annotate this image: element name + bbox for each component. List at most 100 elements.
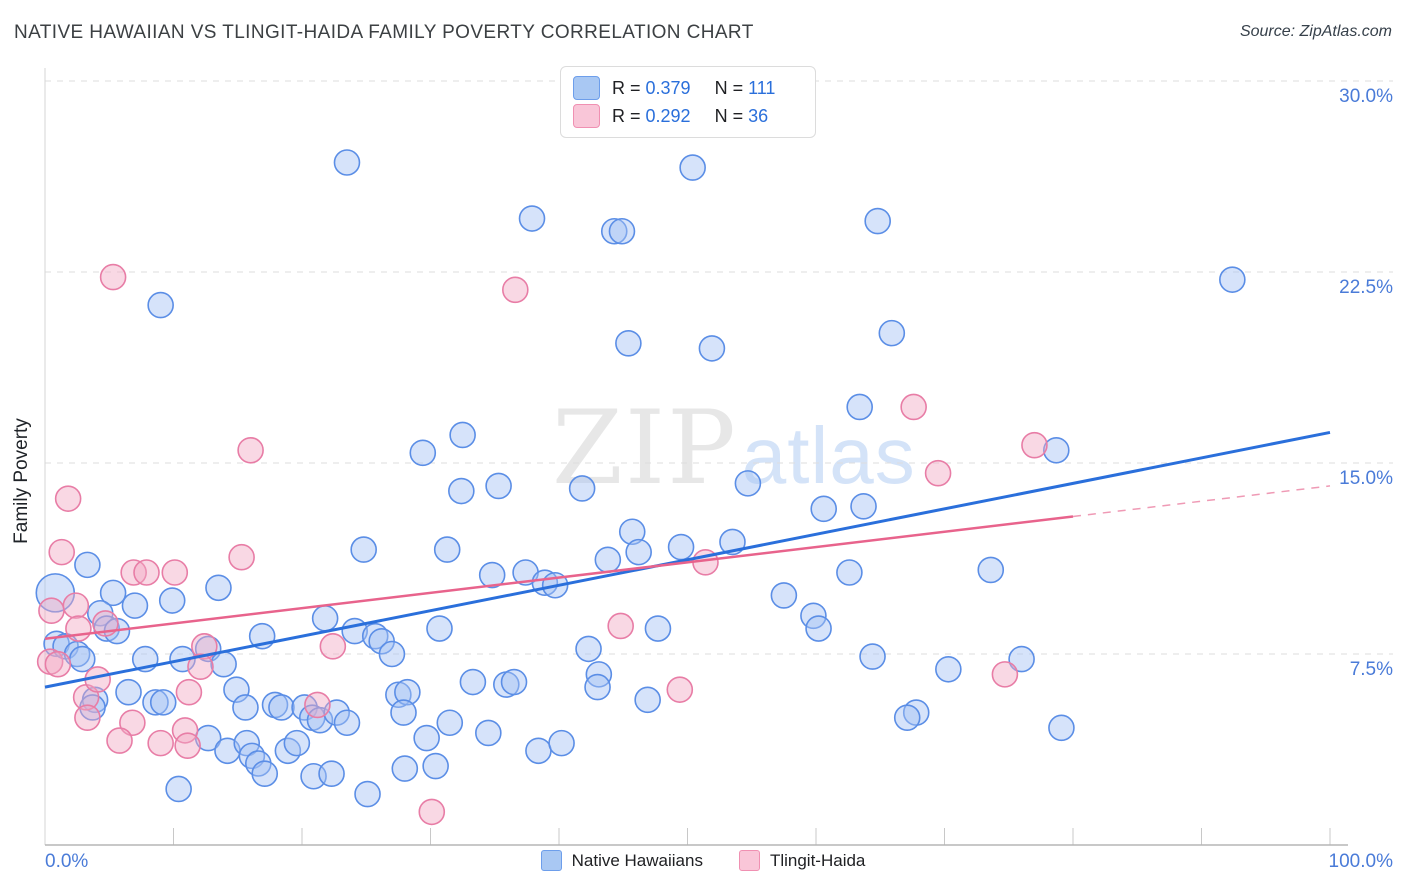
data-point-blue[interactable] (518, 205, 546, 232)
data-point-blue[interactable] (618, 518, 646, 546)
data-point-blue[interactable] (311, 605, 339, 632)
data-point-blue[interactable] (1008, 645, 1035, 673)
data-point-pink[interactable] (666, 676, 694, 703)
data-point-blue[interactable] (147, 291, 174, 319)
data-point-blue[interactable] (99, 579, 127, 607)
data-point-blue[interactable] (594, 546, 622, 574)
data-point-blue[interactable] (805, 615, 832, 642)
data-point-blue[interactable] (878, 319, 906, 347)
data-point-blue[interactable] (142, 689, 169, 716)
data-point-pink[interactable] (991, 661, 1019, 688)
data-point-blue[interactable] (734, 470, 762, 497)
data-point-blue[interactable] (354, 780, 381, 808)
data-point-blue[interactable] (1042, 436, 1070, 464)
data-point-pink[interactable] (191, 633, 218, 660)
data-point-blue[interactable] (634, 686, 661, 714)
data-point-pink[interactable] (174, 732, 201, 759)
data-point-blue[interactable] (350, 536, 377, 563)
data-point-blue[interactable] (475, 719, 502, 747)
data-point-blue[interactable] (283, 729, 311, 757)
data-point-pink[interactable] (175, 678, 203, 706)
data-point-pink[interactable] (147, 729, 174, 757)
data-point-pink[interactable] (187, 653, 214, 681)
data-point-blue[interactable] (318, 760, 345, 787)
data-point-blue[interactable] (667, 533, 695, 561)
data-point-blue[interactable] (115, 678, 142, 706)
data-point-pink[interactable] (106, 727, 133, 754)
data-point-pink[interactable] (924, 459, 952, 487)
data-point-blue[interactable] (977, 556, 1005, 584)
data-point-blue[interactable] (251, 760, 279, 787)
data-point-blue[interactable] (644, 615, 672, 642)
data-point-pink[interactable] (54, 485, 82, 512)
data-point-blue[interactable] (121, 592, 149, 619)
data-point-pink[interactable] (62, 592, 90, 619)
data-point-blue[interactable] (68, 645, 96, 673)
legend-item-tlingit-haida[interactable]: Tlingit-Haida (738, 850, 865, 871)
data-point-blue[interactable] (448, 477, 475, 505)
data-point-blue[interactable] (600, 217, 628, 245)
data-point-blue[interactable] (268, 694, 295, 721)
data-point-blue[interactable] (413, 724, 440, 752)
data-point-blue[interactable] (205, 574, 232, 602)
data-point-pink[interactable] (418, 798, 446, 826)
data-point-blue[interactable] (485, 472, 512, 500)
data-point-blue[interactable] (210, 650, 237, 678)
data-point-blue[interactable] (850, 492, 877, 520)
data-point-blue[interactable] (333, 709, 361, 737)
data-point-blue[interactable] (1048, 714, 1075, 742)
stats-legend-row-native-hawaiians[interactable]: R = 0.379 N = 111 (573, 75, 801, 101)
data-point-blue[interactable] (625, 538, 652, 566)
legend-item-native-hawaiians[interactable]: Native Hawaiians (540, 850, 703, 871)
data-point-pink[interactable] (44, 650, 72, 678)
data-point-pink[interactable] (228, 543, 255, 571)
data-point-blue[interactable] (409, 439, 437, 467)
data-point-pink[interactable] (237, 436, 264, 464)
data-point-blue[interactable] (390, 699, 417, 726)
data-point-blue[interactable] (459, 668, 487, 696)
data-point-blue[interactable] (548, 729, 575, 757)
data-point-blue[interactable] (391, 755, 419, 782)
data-point-blue[interactable] (575, 635, 602, 663)
data-point-pink[interactable] (1021, 431, 1048, 459)
data-point-blue[interactable] (864, 207, 891, 235)
data-point-blue[interactable] (698, 335, 726, 362)
data-point-blue[interactable] (378, 640, 406, 668)
data-point-pink[interactable] (119, 709, 146, 737)
data-point-blue[interactable] (426, 615, 453, 642)
data-point-blue[interactable] (836, 559, 863, 586)
data-point-pink[interactable] (502, 276, 529, 304)
data-point-blue[interactable] (394, 678, 421, 706)
data-point-blue[interactable] (422, 752, 449, 780)
data-point-blue[interactable] (1219, 266, 1246, 293)
stats-legend-row-tlingit-haida[interactable]: R = 0.292 N = 36 (573, 103, 801, 129)
data-point-blue[interactable] (568, 475, 596, 502)
data-point-blue[interactable] (158, 587, 186, 614)
data-point-pink[interactable] (133, 559, 160, 586)
data-point-blue[interactable] (584, 673, 611, 701)
data-point-blue[interactable] (679, 154, 706, 181)
data-point-pink[interactable] (74, 704, 101, 731)
data-point-blue[interactable] (859, 643, 886, 670)
data-point-pink[interactable] (48, 538, 76, 566)
data-point-blue[interactable] (74, 551, 101, 579)
data-point-blue[interactable] (525, 737, 552, 765)
data-point-pink[interactable] (607, 612, 634, 640)
data-point-pink[interactable] (99, 263, 127, 291)
data-point-blue[interactable] (478, 561, 506, 589)
data-point-blue[interactable] (893, 704, 921, 731)
data-point-blue[interactable] (385, 681, 412, 709)
data-point-blue[interactable] (333, 149, 361, 176)
data-point-blue[interactable] (500, 668, 528, 696)
data-point-blue[interactable] (935, 655, 962, 683)
data-point-pink[interactable] (161, 559, 189, 586)
data-point-pink[interactable] (319, 633, 347, 660)
data-point-pink[interactable] (65, 615, 92, 642)
data-point-blue[interactable] (436, 709, 464, 737)
data-point-blue[interactable] (165, 775, 192, 803)
data-point-blue[interactable] (433, 536, 461, 563)
data-point-pink[interactable] (304, 691, 331, 719)
data-point-pink[interactable] (900, 393, 927, 421)
data-point-blue[interactable] (232, 694, 259, 721)
data-point-blue[interactable] (615, 330, 642, 357)
